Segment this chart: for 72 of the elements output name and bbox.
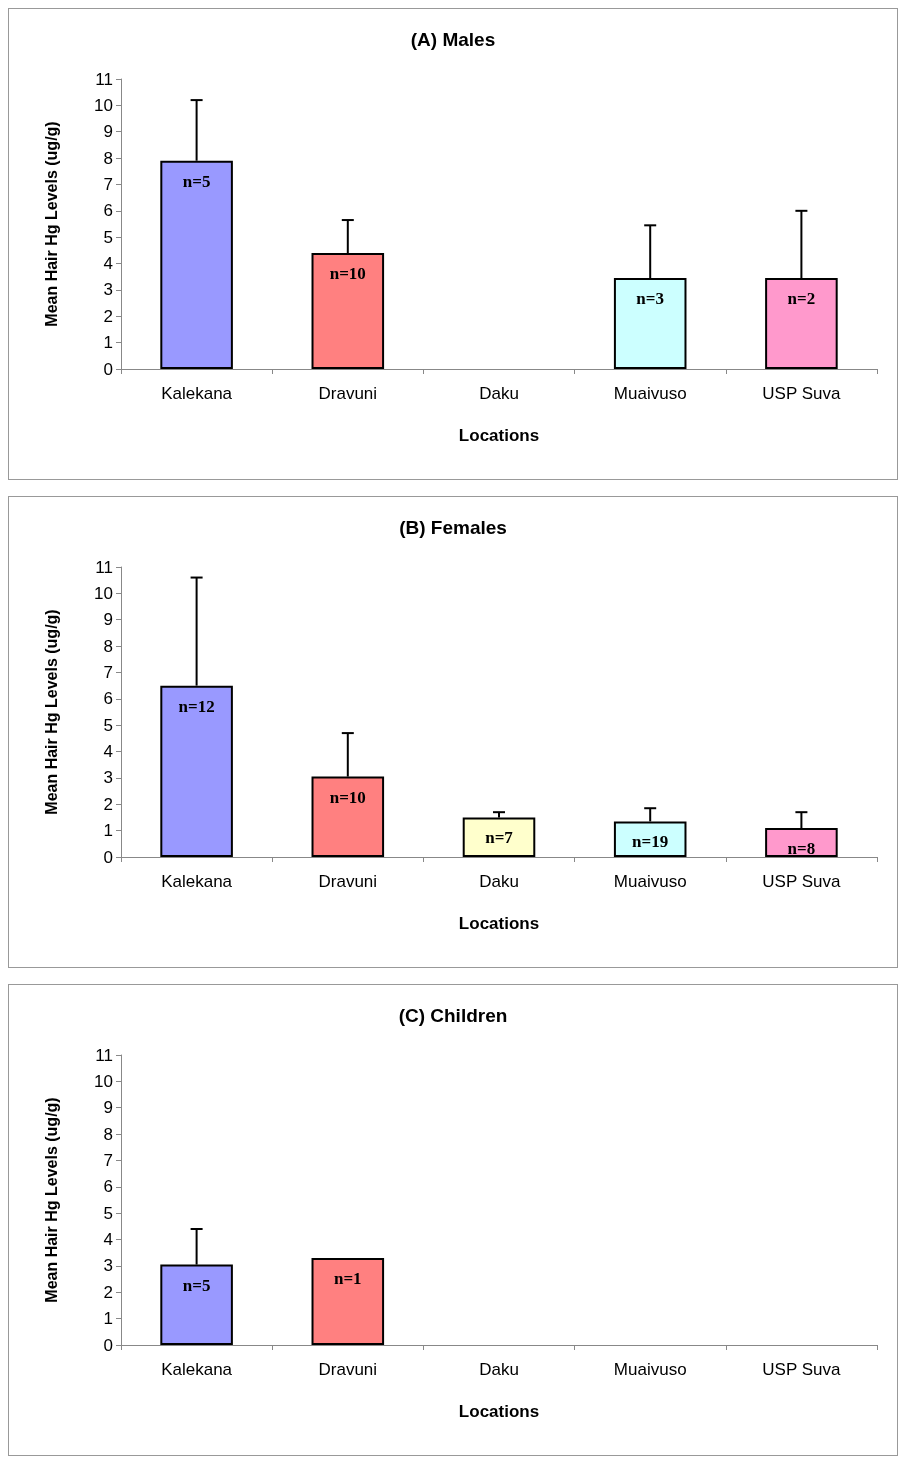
y-tick-label: 10 — [94, 1071, 113, 1091]
annotation: n=5 — [182, 171, 211, 191]
x-tick-label: Kalekana — [161, 384, 233, 403]
x-tick-label: Kalekana — [161, 872, 233, 891]
annotation: n=12 — [178, 696, 215, 716]
x-tick-label: Dravuni — [318, 1360, 378, 1379]
annotation: n=1 — [333, 1269, 362, 1288]
chart-title: (C) Children — [398, 1005, 508, 1026]
y-tick-label: 6 — [103, 1177, 113, 1197]
x-tick-label: Daku — [479, 1360, 519, 1379]
y-tick-label: 5 — [103, 715, 113, 735]
chart-title: (A) Males — [410, 29, 496, 50]
annotation: n=5 — [182, 1275, 211, 1295]
y-tick-label: 0 — [103, 359, 113, 379]
annotation: n=10 — [329, 264, 366, 283]
y-tick-label: 1 — [103, 1309, 113, 1329]
y-tick-label: 5 — [103, 227, 113, 247]
y-tick-label: 9 — [103, 610, 113, 630]
annotation: n=2 — [787, 289, 816, 309]
x-tick-label: USP Suva — [762, 1360, 841, 1379]
annotation: n=8 — [787, 839, 816, 858]
x-axis-title: Locations — [458, 914, 540, 933]
y-tick-label: 4 — [103, 742, 113, 762]
y-axis-title: Mean Hair Hg Levels (ug/g) — [42, 1097, 60, 1303]
x-tick-label: Dravuni — [318, 384, 378, 403]
y-tick-label: 0 — [103, 1335, 113, 1355]
y-tick-label: 1 — [103, 821, 113, 841]
y-tick-label: 2 — [103, 1282, 113, 1302]
chart-title: (B) Females — [399, 517, 507, 538]
x-axis-title: Locations — [458, 426, 540, 445]
y-tick-label: 10 — [94, 583, 113, 603]
y-axis-title: Mean Hair Hg Levels (ug/g) — [42, 121, 60, 327]
annotation: n=7 — [485, 828, 514, 848]
y-tick-label: 10 — [94, 95, 113, 115]
bar — [462, 817, 536, 857]
y-tick-label: 2 — [103, 794, 113, 814]
y-tick-label: 9 — [103, 1098, 113, 1118]
x-axis-title: Locations — [458, 1402, 540, 1421]
y-tick-label: 7 — [103, 1150, 113, 1170]
y-tick-label: 7 — [103, 662, 113, 682]
y-tick-label: 7 — [103, 174, 113, 194]
y-tick-label: 2 — [103, 306, 113, 326]
y-tick-label: 6 — [103, 689, 113, 709]
x-tick-label: USP Suva — [762, 384, 841, 403]
y-tick-label: 3 — [103, 1256, 113, 1276]
x-tick-label: Kalekana — [161, 1360, 233, 1379]
y-tick-label: 8 — [103, 148, 113, 168]
annotation: n=10 — [329, 787, 366, 807]
y-tick-label: 8 — [103, 636, 113, 656]
x-tick-label: Muaivuso — [613, 384, 687, 403]
annotation: n=19 — [632, 832, 669, 852]
x-tick-label: Muaivuso — [613, 872, 687, 891]
y-tick-label: 11 — [95, 1045, 113, 1065]
y-tick-label: 8 — [103, 1124, 113, 1144]
x-tick-label: Daku — [479, 872, 519, 891]
y-tick-label: 11 — [95, 557, 113, 577]
y-axis-title: Mean Hair Hg Levels (ug/g) — [42, 609, 60, 815]
x-tick-label: USP Suva — [762, 872, 841, 891]
y-tick-label: 3 — [103, 768, 113, 788]
x-tick-label: Muaivuso — [613, 1360, 687, 1379]
x-tick-label: Daku — [479, 384, 519, 403]
annotation: n=3 — [636, 289, 665, 309]
y-tick-label: 11 — [95, 69, 113, 89]
y-tick-label: 0 — [103, 847, 113, 867]
y-tick-label: 1 — [103, 333, 113, 353]
y-tick-label: 6 — [103, 201, 113, 221]
x-tick-label: Dravuni — [318, 872, 378, 891]
y-tick-label: 3 — [103, 280, 113, 300]
y-tick-label: 4 — [103, 254, 113, 274]
y-tick-label: 5 — [103, 1203, 113, 1223]
y-tick-label: 4 — [103, 1230, 113, 1250]
y-tick-label: 9 — [103, 122, 113, 142]
